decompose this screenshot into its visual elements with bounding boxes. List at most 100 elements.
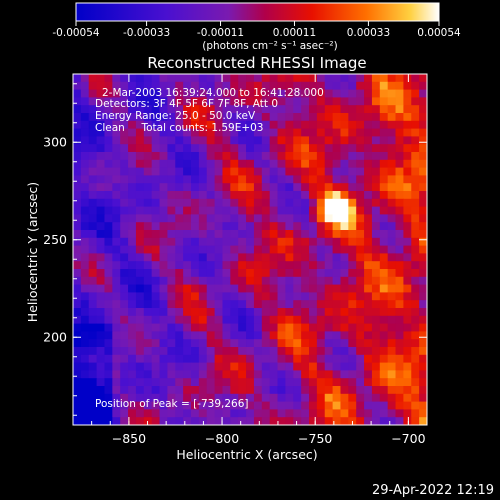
heatmap-cell [183, 300, 192, 309]
heatmap-cell [206, 81, 215, 90]
heatmap-cell [387, 230, 396, 239]
heatmap-cell [324, 89, 333, 98]
heatmap-cell [269, 261, 278, 270]
heatmap-cell [261, 237, 271, 246]
heatmap-cell [364, 198, 373, 207]
heatmap-cell [175, 300, 184, 309]
heatmap-cell [340, 315, 349, 324]
heatmap-cell [175, 370, 184, 379]
heatmap-cell [261, 159, 271, 168]
heatmap-cell [371, 261, 381, 270]
heatmap-cell [230, 393, 239, 402]
heatmap-cell [222, 292, 231, 301]
heatmap-cell [395, 230, 404, 239]
heatmap-cell [403, 253, 412, 262]
heatmap-cell [135, 347, 145, 356]
heatmap-cell [238, 347, 247, 356]
heatmap-cell [151, 128, 160, 137]
heatmap-cell [206, 214, 215, 223]
heatmap-cell [143, 214, 153, 223]
heatmap-cell [214, 81, 223, 90]
heatmap-cell [246, 89, 255, 98]
heatmap-cell [183, 206, 192, 215]
heatmap-cell [364, 261, 373, 270]
heatmap-cell [230, 370, 239, 379]
heatmap-cell [88, 152, 97, 161]
heatmap-cell [348, 191, 357, 200]
heatmap-cell [151, 175, 160, 184]
heatmap-cell [324, 144, 333, 153]
heatmap-cell [120, 152, 129, 161]
heatmap-cell [88, 308, 97, 317]
heatmap-cell [371, 354, 381, 363]
heatmap-cell [183, 152, 192, 161]
heatmap-cell [246, 105, 255, 114]
heatmap-cell [395, 261, 404, 270]
heatmap-cell [159, 175, 168, 184]
heatmap-cell [214, 347, 223, 356]
heatmap-cell [316, 276, 326, 285]
heatmap-cell [293, 401, 302, 410]
x-axis: −850 −800 −750 −700 [91, 74, 428, 446]
heatmap-cell [356, 183, 365, 192]
heatmap-cell [324, 417, 333, 426]
heatmap-cell [159, 159, 168, 168]
heatmap-cell [411, 206, 420, 215]
heatmap-cell [356, 261, 365, 270]
heatmap-cell [395, 331, 404, 340]
heatmap-cell [395, 386, 404, 395]
heatmap-cell [128, 339, 137, 348]
heatmap-cell [419, 370, 428, 379]
heatmap-cell [364, 354, 373, 363]
heatmap-cell [128, 354, 137, 363]
heatmap-cell [230, 74, 239, 83]
heatmap-cell [143, 300, 153, 309]
heatmap-cell [285, 120, 294, 129]
heatmap-cell [387, 89, 396, 98]
heatmap-cell [222, 113, 231, 122]
heatmap-cell [395, 269, 404, 278]
heatmap-cell [261, 120, 271, 129]
heatmap-cell [238, 74, 247, 83]
heatmap-cell [316, 370, 326, 379]
heatmap-cell [301, 253, 310, 262]
heatmap-cell [238, 253, 247, 262]
heatmap-cell [183, 393, 192, 402]
heatmap-cell [214, 378, 223, 387]
heatmap-cell [340, 183, 349, 192]
y-axis-label: Heliocentric Y (arcsec) [25, 182, 40, 322]
heatmap-cell [88, 401, 97, 410]
heatmap-cell [309, 253, 318, 262]
heatmap-cell [371, 347, 381, 356]
heatmap-cell [324, 214, 333, 223]
heatmap-cell [73, 292, 82, 301]
heatmap-cell [198, 331, 208, 340]
heatmap-cell [301, 378, 310, 387]
heatmap-cell [112, 300, 121, 309]
heatmap-cell [191, 237, 200, 246]
heatmap-cell [135, 393, 145, 402]
heatmap-cell [112, 74, 121, 83]
heatmap-cell [198, 159, 208, 168]
heatmap-cell [151, 261, 160, 270]
heatmap-cell [293, 245, 302, 254]
heatmap-cell [395, 292, 404, 301]
heatmap-cell [332, 245, 341, 254]
heatmap-cell [214, 214, 223, 223]
heatmap-cell [293, 136, 302, 145]
heatmap-cell [411, 74, 420, 83]
heatmap-cell [285, 136, 294, 145]
heatmap-cell [285, 81, 294, 90]
heatmap-cell [403, 152, 412, 161]
heatmap-cell [403, 120, 412, 129]
heatmap-cell [348, 269, 357, 278]
date-stamp: 29-Apr-2022 12:19 [372, 483, 494, 498]
heatmap-cell [206, 292, 215, 301]
heatmap-cell [191, 417, 200, 426]
heatmap-cell [80, 370, 90, 379]
heatmap-cell [206, 261, 215, 270]
heatmap-cell [104, 206, 113, 215]
heatmap-cell [143, 253, 153, 262]
heatmap-cell [191, 315, 200, 324]
heatmap-cell [395, 144, 404, 153]
